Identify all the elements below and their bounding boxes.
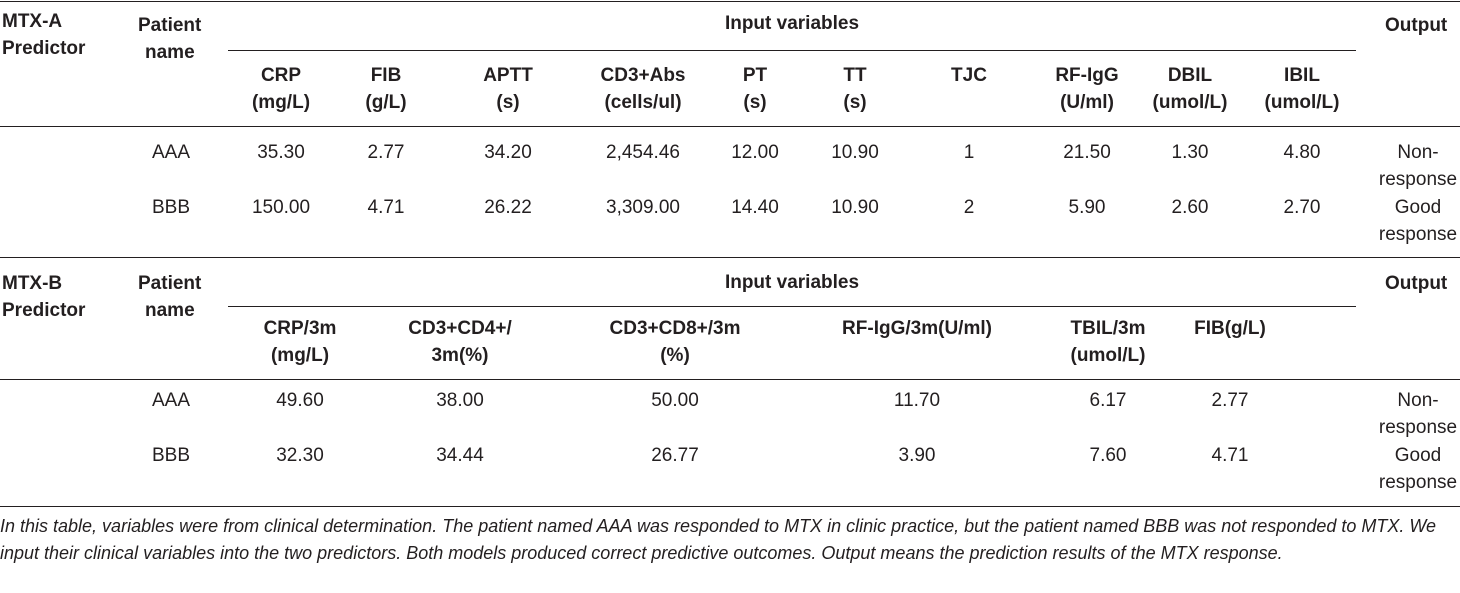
column-header-dbil: DBIL bbox=[1167, 65, 1213, 86]
row-b2-cd3cd8: 26.77 bbox=[651, 445, 699, 466]
column-header-pt: PT bbox=[742, 65, 768, 86]
column-header-cd3cd8-unit: (%) bbox=[660, 345, 690, 366]
patient-name-header-line2: name bbox=[145, 42, 195, 63]
row-a1-tt: 10.90 bbox=[831, 142, 879, 163]
row-b2-output-line1: Good bbox=[1394, 445, 1442, 466]
column-header-fib: FIB bbox=[370, 65, 402, 86]
column-header-ibil-unit: (umol/L) bbox=[1264, 92, 1340, 113]
column-header-crp-unit: (mg/L) bbox=[251, 92, 311, 113]
row-a1-rfigg: 21.50 bbox=[1063, 142, 1111, 163]
column-header-cd3cd4-unit: 3m(%) bbox=[431, 345, 489, 366]
column-header-tbil3m: TBIL/3m bbox=[1070, 318, 1146, 339]
patient-name-b-header-line1: Patient bbox=[138, 273, 202, 294]
output-header: Output bbox=[1385, 15, 1448, 36]
section-divider-rule bbox=[0, 257, 1460, 258]
row-a2-aptt: 26.22 bbox=[484, 197, 532, 218]
input-variables-header: Input variables bbox=[724, 13, 860, 34]
predictor-label-line2: Predictor bbox=[2, 38, 86, 59]
row-a2-output-line1: Good bbox=[1394, 197, 1442, 218]
row-a2-dbil: 2.60 bbox=[1171, 197, 1209, 218]
row-b1-patient-name: AAA bbox=[151, 390, 191, 411]
row-b1-output-line2: response bbox=[1378, 417, 1458, 438]
row-a1-tjc: 1 bbox=[963, 142, 975, 163]
row-a2-tt: 10.90 bbox=[831, 197, 879, 218]
row-a2-crp: 150.00 bbox=[251, 197, 311, 218]
column-header-aptt: APTT bbox=[483, 65, 533, 86]
column-header-tbil3m-unit: (umol/L) bbox=[1070, 345, 1146, 366]
bottom-rule bbox=[0, 506, 1460, 507]
row-b2-output-line2: response bbox=[1378, 472, 1458, 493]
column-header-rfigg: RF-IgG bbox=[1055, 65, 1119, 86]
row-a1-output-line1: Non- bbox=[1397, 142, 1439, 163]
row-a2-tjc: 2 bbox=[963, 197, 975, 218]
column-header-tjc: TJC bbox=[951, 65, 987, 86]
column-header-dbil-unit: (umol/L) bbox=[1152, 92, 1228, 113]
row-a1-cd3abs: 2,454.46 bbox=[606, 142, 680, 163]
row-a1-crp: 35.30 bbox=[257, 142, 305, 163]
top-rule bbox=[0, 1, 1460, 2]
column-header-pt-unit: (s) bbox=[743, 92, 767, 113]
row-b2-crp3m: 32.30 bbox=[276, 445, 324, 466]
table-caption: In this table, variables were from clini… bbox=[0, 516, 1437, 563]
row-b2-rfigg3m: 3.90 bbox=[898, 445, 936, 466]
column-header-crp: CRP bbox=[260, 65, 302, 86]
row-b1-rfigg3m: 11.70 bbox=[893, 390, 941, 411]
column-header-ibil: IBIL bbox=[1284, 65, 1320, 86]
header-rule-a bbox=[0, 126, 1460, 127]
row-a1-ibil: 4.80 bbox=[1283, 142, 1321, 163]
row-a2-patient-name: BBB bbox=[151, 197, 191, 218]
column-header-tt: TT bbox=[843, 65, 867, 86]
column-header-aptt-unit: (s) bbox=[496, 92, 520, 113]
column-header-cd3abs: CD3+Abs bbox=[600, 65, 686, 86]
row-a1-output-line2: response bbox=[1378, 169, 1458, 190]
row-b1-tbil3m: 6.17 bbox=[1089, 390, 1127, 411]
column-header-cd3abs-unit: (cells/ul) bbox=[604, 92, 682, 113]
row-a1-aptt: 34.20 bbox=[484, 142, 532, 163]
row-a2-output-line2: response bbox=[1378, 224, 1458, 245]
predictor-b-label-line1: MTX-B bbox=[2, 273, 63, 294]
column-header-fib-unit: (g/L) bbox=[365, 92, 407, 113]
predictor-label-line1: MTX-A bbox=[2, 11, 63, 32]
column-header-crp3m-unit: (mg/L) bbox=[270, 345, 330, 366]
row-b1-fib: 2.77 bbox=[1211, 390, 1249, 411]
row-a1-dbil: 1.30 bbox=[1171, 142, 1209, 163]
patient-name-header-line1: Patient bbox=[138, 15, 202, 36]
patient-name-b-header-line2: name bbox=[145, 300, 195, 321]
header-rule-b bbox=[0, 379, 1460, 380]
row-b1-crp3m: 49.60 bbox=[276, 390, 324, 411]
input-variables-rule-a bbox=[228, 50, 1356, 51]
output-b-header: Output bbox=[1385, 273, 1448, 294]
column-header-fib-b: FIB(g/L) bbox=[1194, 318, 1266, 339]
row-a1-pt: 12.00 bbox=[731, 142, 779, 163]
column-header-crp3m: CRP/3m bbox=[263, 318, 337, 339]
row-a2-cd3abs: 3,309.00 bbox=[606, 197, 680, 218]
row-a2-ibil: 2.70 bbox=[1283, 197, 1321, 218]
row-b2-tbil3m: 7.60 bbox=[1089, 445, 1127, 466]
row-b1-cd3cd4: 38.00 bbox=[436, 390, 484, 411]
column-header-tt-unit: (s) bbox=[843, 92, 867, 113]
row-b1-cd3cd8: 50.00 bbox=[651, 390, 699, 411]
row-a1-patient-name: AAA bbox=[151, 142, 191, 163]
row-a2-pt: 14.40 bbox=[731, 197, 779, 218]
column-header-rfigg3m: RF-IgG/3m(U/ml) bbox=[842, 318, 992, 339]
predictor-b-label-line2: Predictor bbox=[2, 300, 86, 321]
row-b1-output-line1: Non- bbox=[1397, 390, 1439, 411]
row-b2-patient-name: BBB bbox=[151, 445, 191, 466]
column-header-cd3cd4: CD3+CD4+/ bbox=[408, 318, 512, 339]
row-a2-rfigg: 5.90 bbox=[1068, 197, 1106, 218]
input-variables-b-header: Input variables bbox=[724, 272, 860, 293]
column-header-cd3cd8: CD3+CD8+/3m bbox=[609, 318, 741, 339]
row-a2-fib: 4.71 bbox=[367, 197, 405, 218]
input-variables-rule-b bbox=[228, 306, 1356, 307]
row-b2-cd3cd4: 34.44 bbox=[436, 445, 484, 466]
column-header-rfigg-unit: (U/ml) bbox=[1060, 92, 1114, 113]
row-b2-fib: 4.71 bbox=[1211, 445, 1249, 466]
row-a1-fib: 2.77 bbox=[367, 142, 405, 163]
